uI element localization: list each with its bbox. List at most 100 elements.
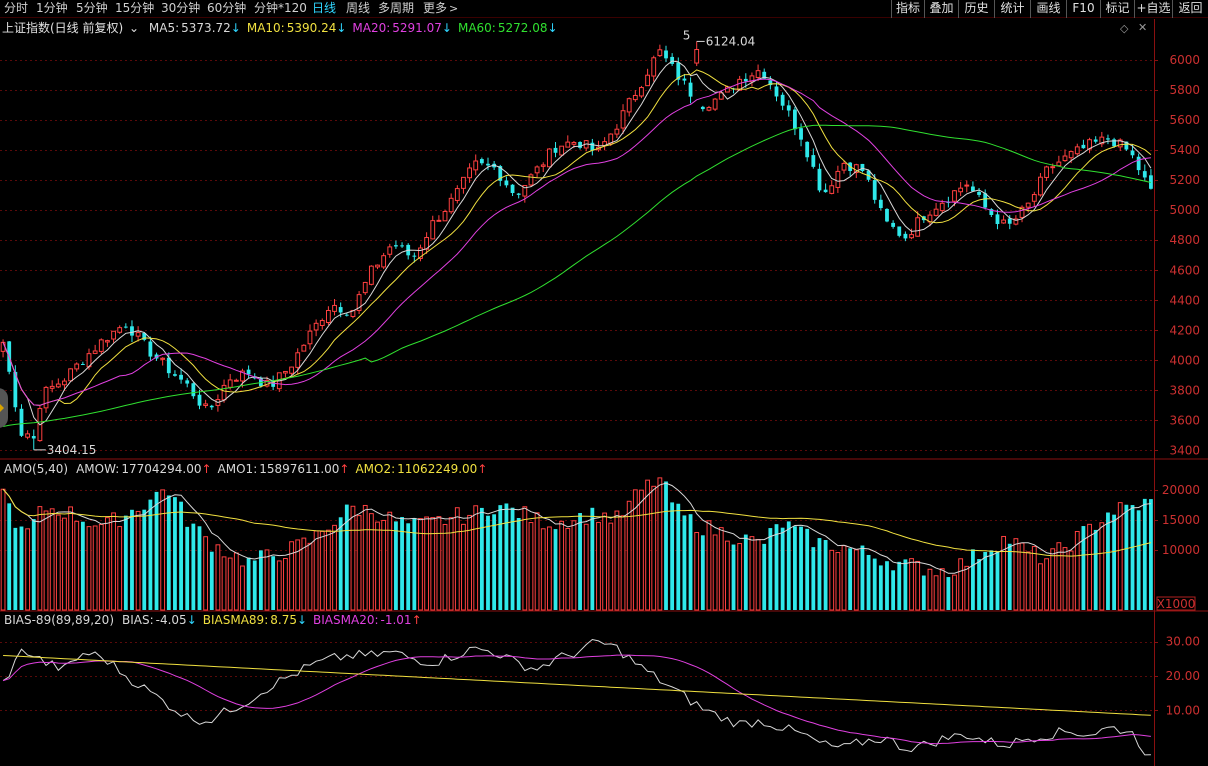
amo-bar: [657, 477, 663, 611]
toolbar-button-2[interactable]: 历史: [958, 0, 994, 18]
high-marker: 5: [683, 28, 691, 42]
amo-bar: [712, 534, 718, 611]
candle-body: [160, 357, 166, 360]
ma60-line: [2, 124, 1152, 427]
amo-bar: [240, 565, 245, 611]
candle-body: [307, 330, 313, 345]
candle-body: [454, 188, 460, 201]
y-tick-label: 10.00: [1166, 703, 1200, 717]
amo-bar: [130, 509, 134, 610]
candle-body: [688, 82, 693, 97]
close-icon[interactable]: ✕: [1138, 21, 1148, 34]
legend-item: MA20: 5291.07↓: [352, 21, 452, 35]
amo-bar: [1068, 550, 1074, 611]
amo-bar: [271, 556, 276, 610]
amo-bar: [227, 557, 233, 611]
legend-item: BIASMA20: -1.01↑: [313, 613, 422, 627]
legend-label: MA60:: [457, 21, 496, 35]
candle-body: [522, 185, 528, 197]
candle-body: [995, 214, 1000, 225]
y-tick-label: 5200: [1169, 173, 1200, 187]
candle-body: [534, 166, 540, 174]
candle-body: [1117, 139, 1123, 148]
amo-bar: [289, 541, 294, 611]
y-tick-label: 5000: [1169, 203, 1200, 217]
amo-bar: [166, 495, 171, 610]
amo-bar: [1149, 499, 1153, 610]
candle-body: [755, 70, 761, 78]
candle-body: [221, 384, 227, 401]
toolbar-button-8[interactable]: 返回: [1172, 0, 1208, 18]
period-tab-5[interactable]: 60分钟: [207, 0, 246, 18]
candle-body: [473, 160, 479, 171]
period-tab-8[interactable]: 周线: [346, 0, 370, 18]
amo-bar: [86, 526, 92, 611]
y-tick-label: 30.00: [1166, 635, 1200, 649]
amo-bar: [737, 543, 743, 611]
collapse-sidebar-tab[interactable]: [0, 388, 8, 428]
amo-bar: [682, 515, 687, 610]
period-tab-6[interactable]: 分钟*120: [254, 0, 307, 18]
amo-bar: [295, 539, 301, 611]
amo-bar: [718, 527, 724, 611]
diamond-icon[interactable]: ◇: [1120, 22, 1129, 35]
y-tick-label: 4000: [1169, 353, 1200, 367]
toolbar-button-1[interactable]: 叠加: [924, 0, 958, 18]
period-tab-2[interactable]: 5分钟: [76, 0, 108, 18]
period-tab-10[interactable]: 更多 >: [423, 0, 458, 18]
period-tab-4[interactable]: 30分钟: [161, 0, 200, 18]
toolbar-button-0[interactable]: 指标: [891, 0, 924, 18]
amo-bar: [375, 521, 380, 611]
amo-bar: [387, 511, 393, 611]
candle-body: [516, 193, 521, 195]
amo-bar: [43, 510, 49, 611]
amo-bar: [983, 551, 988, 610]
main-title-chevron-icon[interactable]: ⌄: [129, 21, 140, 35]
candle-body: [540, 164, 546, 167]
amo-bar: [19, 526, 24, 610]
period-tab-0[interactable]: 分时: [4, 0, 28, 18]
candle-body: [712, 98, 718, 110]
arrow-down-icon: ↓: [186, 613, 197, 627]
amo-bar: [578, 513, 582, 610]
candle-body: [645, 74, 650, 87]
amo-bar: [105, 517, 110, 611]
amo-bar: [645, 479, 650, 611]
candle-body: [1136, 156, 1141, 171]
candle-body: [651, 57, 657, 77]
amo-bar: [528, 522, 534, 611]
toolbar-button-4[interactable]: 画线: [1030, 0, 1066, 18]
amo-bar: [406, 523, 411, 610]
ma10-line: [2, 69, 1152, 406]
amo-bar: [878, 565, 883, 610]
candle-body: [903, 233, 908, 239]
candle-body: [338, 307, 343, 313]
amo-bar: [221, 556, 227, 611]
candle-body: [25, 433, 31, 438]
candle-body: [872, 180, 877, 200]
period-tab-7[interactable]: 日线: [312, 0, 336, 18]
amo-bar: [448, 517, 454, 611]
arrow-down-icon: ↓: [296, 613, 308, 627]
amo-bar: [516, 518, 521, 610]
amo-bar: [1093, 529, 1098, 610]
amo-bar: [394, 521, 398, 610]
amo-bar: [632, 489, 638, 611]
period-tab-3[interactable]: 15分钟: [115, 0, 154, 18]
amo-bar: [0, 488, 6, 611]
amo-bar: [823, 540, 828, 610]
period-tab-1[interactable]: 1分钟: [36, 0, 68, 18]
amo-bar: [786, 521, 791, 610]
candle-body: [1025, 202, 1031, 208]
toolbar-button-6[interactable]: 标记: [1100, 0, 1134, 18]
period-tab-9[interactable]: 多周期: [378, 0, 414, 18]
amo-bar: [1031, 546, 1037, 611]
toolbar-button-7[interactable]: +自选: [1134, 0, 1172, 18]
candle-body: [1081, 144, 1086, 149]
toolbar-button-5[interactable]: F10: [1066, 0, 1100, 18]
toolbar-button-3[interactable]: 统计: [994, 0, 1030, 18]
candle-body: [1044, 166, 1049, 178]
candle-body: [639, 87, 644, 97]
amo-bar: [768, 528, 773, 610]
